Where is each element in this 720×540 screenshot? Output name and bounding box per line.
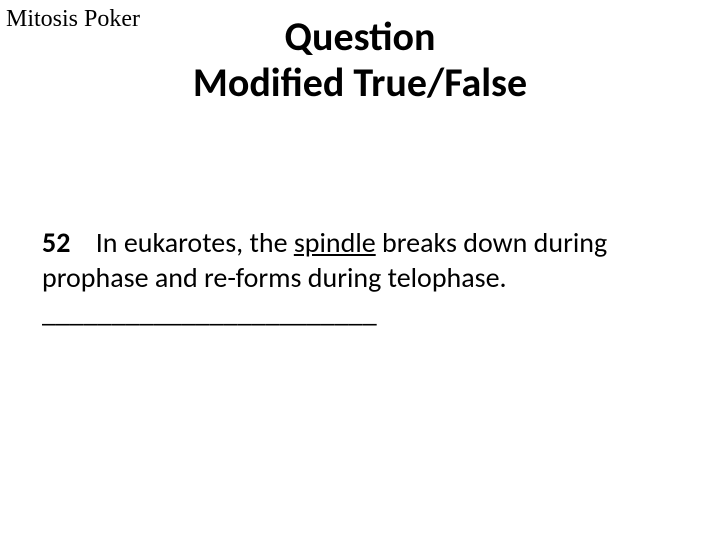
title-line-1: Question (0, 14, 720, 60)
question-body: 52 In eukarotes, the spindle breaks down… (42, 225, 660, 330)
question-underlined-word: spindle (294, 225, 376, 260)
title-line-2: Modified True/False (0, 60, 720, 106)
title-block: Question Modified True/False (0, 14, 720, 106)
question-number: 52 (42, 225, 70, 260)
question-text-before: In eukarotes, the (96, 225, 294, 260)
